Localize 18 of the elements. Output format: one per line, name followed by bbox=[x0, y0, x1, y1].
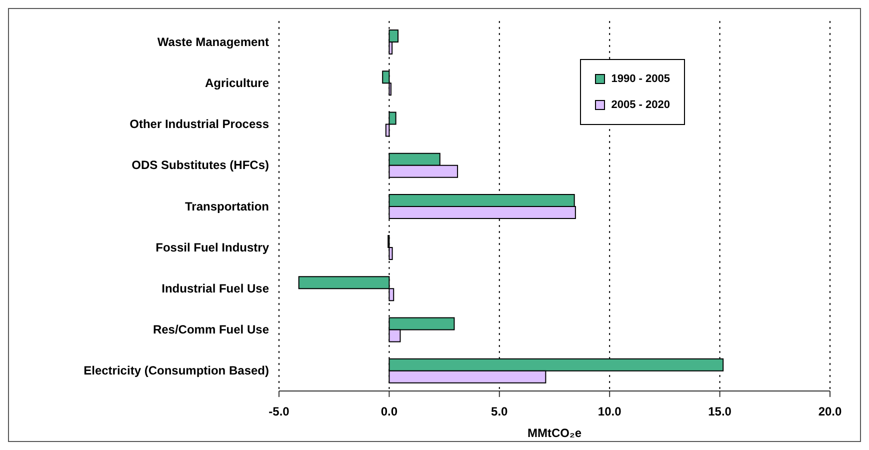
y-tick-label: Agriculture bbox=[204, 76, 270, 90]
y-tick-label: Waste Management bbox=[157, 34, 269, 49]
x-tick-label: 5.0 bbox=[491, 404, 508, 419]
legend-label: 1990 - 2005 bbox=[611, 73, 670, 85]
x-axis-title: MMtCO₂e bbox=[528, 426, 582, 440]
y-tick-label: ODS Substitutes (HFCs) bbox=[132, 158, 269, 172]
y-tick-label: Electricity (Consumption Based) bbox=[84, 364, 269, 378]
y-tick-label: Other Industrial Process bbox=[130, 117, 270, 132]
x-tick-label: -5.0 bbox=[268, 404, 290, 419]
x-tick-label: 20.0 bbox=[818, 404, 842, 419]
y-tick-label: Res/Comm Fuel Use bbox=[152, 322, 270, 337]
x-tick-label: 0.0 bbox=[380, 404, 398, 419]
x-tick-label: 15.0 bbox=[708, 404, 732, 419]
y-tick-label: Fossil Fuel Industry bbox=[156, 240, 270, 254]
y-tick-label: Industrial Fuel Use bbox=[162, 281, 270, 296]
x-tick-label: 10.0 bbox=[598, 404, 622, 419]
legend-label: 2005 - 2020 bbox=[611, 99, 670, 111]
y-tick-label: Transportation bbox=[184, 199, 269, 214]
